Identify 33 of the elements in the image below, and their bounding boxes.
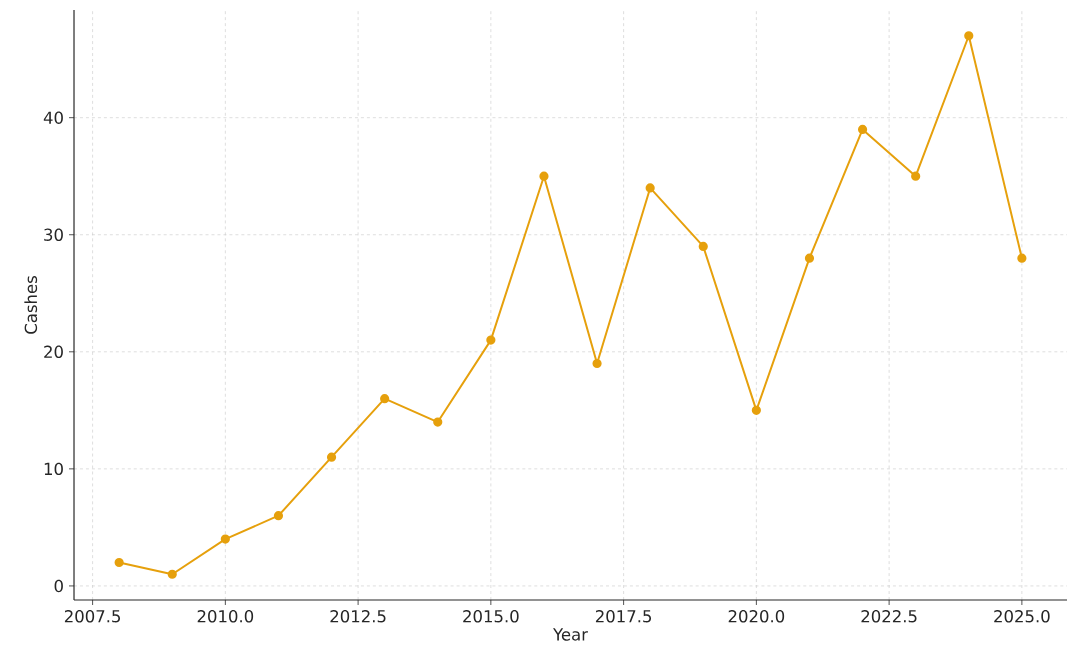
- y-tick-label: 20: [44, 345, 63, 359]
- y-tick-label: 40: [43, 111, 63, 124]
- x-axis-title: Year: [553, 628, 588, 641]
- x-tick-label: 2010.0: [197, 610, 254, 623]
- point: [857, 124, 868, 134]
- x-tick-label: 2022.5: [861, 610, 917, 623]
- x-tick-label: 2017.5: [595, 610, 652, 623]
- point: [698, 241, 708, 252]
- point: [326, 452, 337, 462]
- x-tick-label: 2007.5: [64, 610, 121, 623]
- point: [804, 253, 815, 263]
- point: [220, 534, 230, 544]
- y-tick-label: 10: [44, 462, 63, 476]
- point: [645, 183, 655, 193]
- point: [751, 405, 761, 415]
- point: [167, 569, 177, 579]
- point: [539, 171, 549, 181]
- point: [114, 557, 124, 568]
- point: [1017, 253, 1027, 263]
- point: [964, 31, 974, 41]
- x-tick-label: 2020.0: [728, 610, 785, 623]
- point: [380, 394, 390, 404]
- y-tick-label: 30: [44, 228, 63, 241]
- point: [486, 335, 496, 345]
- point: [273, 511, 284, 521]
- point: [911, 171, 921, 181]
- y-tick-label: 0: [54, 579, 63, 593]
- x-tick-label: 2025.0: [994, 610, 1050, 623]
- point: [592, 358, 602, 369]
- x-tick-label: 2015.0: [463, 610, 519, 623]
- point: [433, 417, 443, 427]
- y-axis-title: Cashes: [24, 276, 38, 334]
- x-tick-label: 2012.5: [330, 610, 386, 623]
